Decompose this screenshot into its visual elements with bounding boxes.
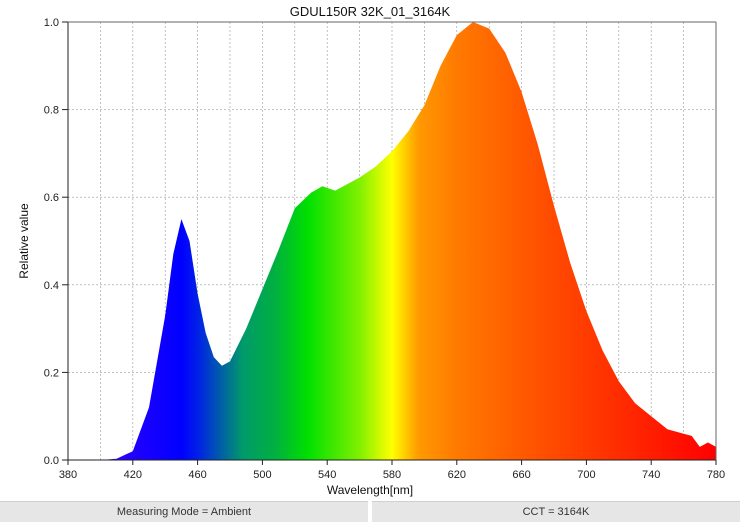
x-tick-label: 580 (383, 469, 401, 481)
y-tick-label: 1.0 (44, 17, 59, 29)
y-axis-label: Relative value (17, 203, 31, 279)
y-tick-label: 0.4 (44, 280, 59, 292)
y-tick-label: 0.0 (44, 455, 59, 467)
y-tick-label: 0.6 (44, 192, 59, 204)
x-tick-label: 740 (642, 469, 660, 481)
x-tick-label: 660 (512, 469, 530, 481)
measuring-mode-label: Measuring Mode = Ambient (0, 501, 368, 522)
x-tick-label: 780 (707, 469, 725, 481)
y-tick-label: 0.2 (44, 367, 59, 379)
x-tick-label: 460 (188, 469, 206, 481)
y-tick-label: 0.8 (44, 105, 59, 117)
x-tick-label: 620 (448, 469, 466, 481)
x-tick-label: 380 (59, 469, 77, 481)
x-tick-label: 700 (577, 469, 595, 481)
x-tick-label: 500 (253, 469, 271, 481)
chart-title: GDUL150R 32K_01_3164K (290, 4, 451, 19)
cct-label: CCT = 3164K (372, 501, 740, 522)
spectrum-chart: GDUL150R 32K_01_3164K 0.0 0.2 0.4 0.6 0.8 1.0… (17, 4, 725, 497)
x-tick-label: 420 (124, 469, 142, 481)
spectrum-area (100, 22, 716, 460)
x-tick-label: 540 (318, 469, 336, 481)
x-axis-label: Wavelength[nm] (327, 483, 413, 497)
